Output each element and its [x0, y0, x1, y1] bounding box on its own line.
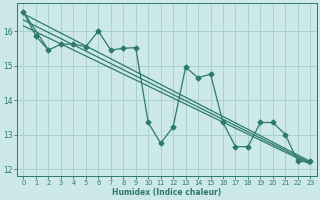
X-axis label: Humidex (Indice chaleur): Humidex (Indice chaleur) [112, 188, 221, 197]
